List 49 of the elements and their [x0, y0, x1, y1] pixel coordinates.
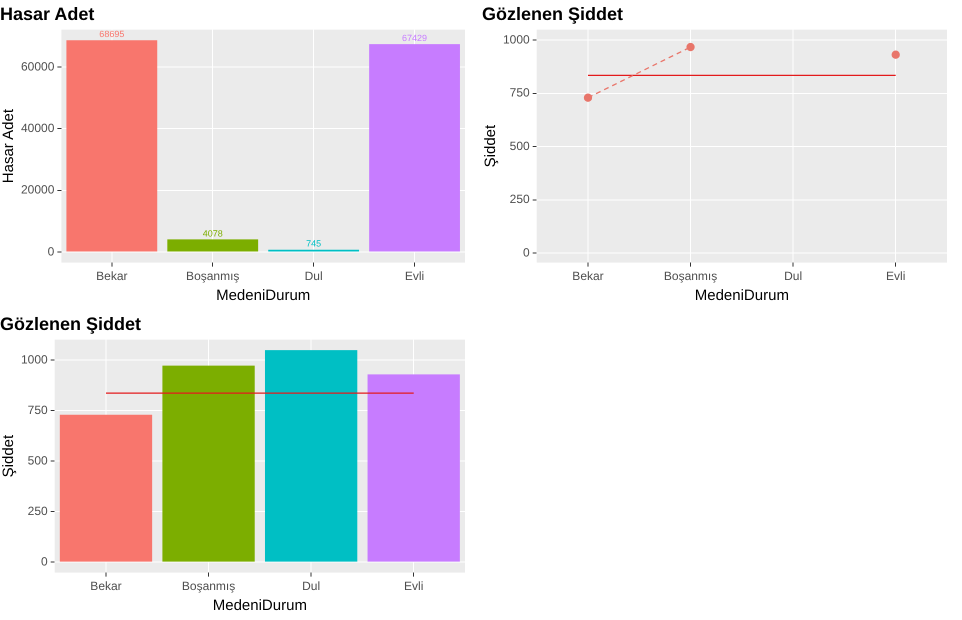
data-label: 4078: [202, 228, 223, 238]
y-tick-label: 250: [510, 192, 530, 206]
y-tick-label: 1000: [20, 352, 48, 367]
x-tick-label: Bekar: [96, 269, 128, 284]
point: [892, 50, 900, 59]
x-axis-title: MedeniDurum: [216, 287, 310, 304]
x-tick-label: Dul: [784, 269, 802, 284]
x-tick-label: Bekar: [90, 579, 122, 594]
point: [584, 94, 592, 102]
bar: [369, 44, 460, 252]
x-tick-label: Evli: [404, 579, 424, 594]
y-tick-label: 1000: [502, 32, 530, 47]
y-tick-label: 0: [523, 245, 530, 260]
y-tick-label: 250: [28, 504, 48, 518]
y-tick-label: 0: [41, 554, 48, 568]
y-tick-label: 500: [510, 138, 530, 153]
x-tick-label: Dul: [304, 269, 323, 284]
bar: [60, 414, 152, 562]
y-tick-label: 750: [28, 402, 48, 417]
chart-title: Gözlenen Şiddet: [0, 314, 142, 334]
bar: [162, 366, 255, 562]
x-tick-label: Evli: [886, 269, 906, 284]
point: [686, 42, 695, 52]
y-tick-label: 500: [28, 453, 48, 468]
bar: [167, 239, 258, 252]
chart-title: Hasar Adet: [0, 4, 94, 24]
y-axis-title: Şiddet: [482, 124, 500, 168]
x-tick-label: Boşanmış: [664, 269, 718, 284]
data-label: 745: [306, 238, 322, 249]
y-tick-label: 0: [48, 244, 55, 258]
x-tick-label: Boşanmış: [186, 269, 240, 284]
bar: [264, 350, 358, 562]
x-tick-label: Bekar: [572, 269, 604, 284]
data-label: 67429: [402, 33, 428, 44]
x-axis-title: MedeniDurum: [694, 287, 789, 304]
y-tick-label: 20000: [20, 182, 55, 197]
y-axis-title: Şiddet: [0, 434, 18, 478]
bar: [368, 374, 460, 562]
y-tick-label: 60000: [20, 59, 55, 74]
y-tick-label: 40000: [20, 120, 55, 135]
chart-title: Gözlenen Şiddet: [482, 4, 624, 24]
data-label: 68695: [99, 29, 124, 40]
x-tick-label: Evli: [404, 269, 424, 284]
x-tick-label: Dul: [302, 579, 320, 594]
y-axis-title: Hasar Adet: [0, 108, 18, 184]
x-axis-title: MedeniDurum: [212, 597, 307, 614]
x-tick-label: Boşanmış: [182, 579, 236, 594]
y-tick-label: 750: [510, 86, 530, 100]
bar: [66, 40, 158, 252]
